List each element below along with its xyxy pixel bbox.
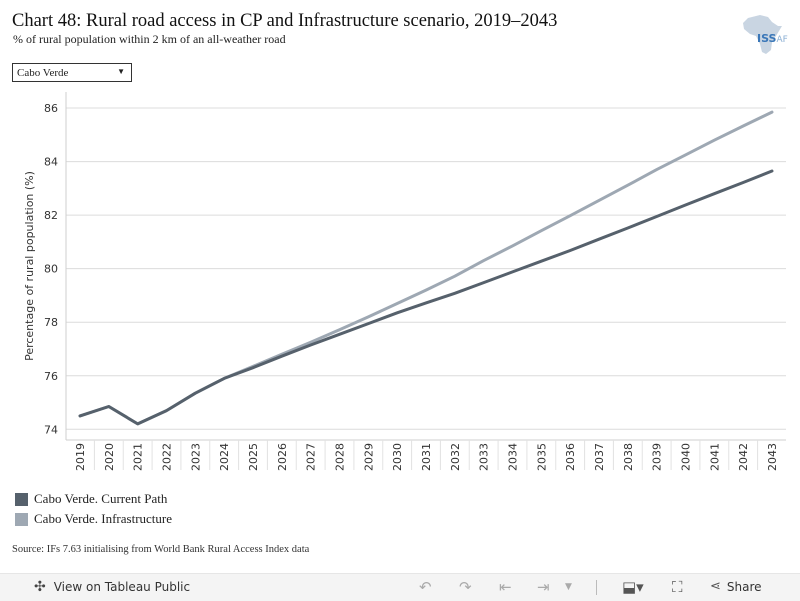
chart-title: Chart 48: Rural road access in CP and In… — [12, 11, 558, 31]
share-icon: ⋖ — [710, 579, 721, 594]
legend-item-current-path[interactable]: Cabo Verde. Current Path — [15, 489, 172, 509]
share-label: Share — [726, 579, 762, 594]
y-axis: 74 76 78 80 82 84 86 — [44, 102, 58, 436]
x-tick-label: 2031 — [420, 443, 433, 471]
legend-item-infrastructure[interactable]: Cabo Verde. Infrastructure — [15, 509, 172, 529]
x-tick-label: 2035 — [535, 443, 548, 471]
x-tick-label: 2040 — [680, 443, 693, 471]
x-tick-label: 2030 — [391, 443, 404, 471]
redo-icon[interactable]: ↷ — [459, 578, 472, 596]
x-tick-label: 2028 — [334, 443, 347, 471]
x-tick-label: 2032 — [449, 443, 462, 471]
source-note: Source: IFs 7.63 initialising from World… — [12, 544, 310, 555]
x-tick-label: 2038 — [622, 443, 635, 471]
x-tick-label: 2023 — [189, 443, 202, 471]
x-axis: 2019 2020 2021 2022 2023 2024 2025 2026 2027 2028… — [74, 440, 779, 471]
chart-subtitle: % of rural population within 2 km of an … — [13, 32, 286, 46]
x-tick-label: 2029 — [362, 443, 375, 471]
y-tick-label: 80 — [44, 263, 58, 276]
x-tick-label: 2019 — [74, 443, 87, 471]
series-line-infrastructure[interactable] — [78, 110, 774, 426]
chevron-down-icon: ▼ — [117, 67, 125, 76]
x-tick-label: 2027 — [305, 443, 318, 471]
x-tick-label: 2020 — [103, 443, 116, 471]
legend: Cabo Verde. Current Path Cabo Verde. Inf… — [15, 489, 172, 529]
y-tick-label: 76 — [44, 370, 58, 383]
x-tick-label: 2024 — [218, 443, 231, 471]
africa-map-icon — [743, 15, 782, 54]
y-axis-label: Percentage of rural population (%) — [23, 171, 36, 361]
legend-label: Cabo Verde. Infrastructure — [34, 511, 173, 526]
undo-icon[interactable]: ↶ — [419, 578, 432, 596]
x-tick-label: 2034 — [507, 443, 520, 471]
legend-label: Cabo Verde. Current Path — [34, 491, 168, 506]
y-tick-label: 86 — [44, 102, 58, 115]
y-tick-label: 82 — [44, 209, 58, 222]
y-tick-label: 74 — [44, 423, 58, 436]
x-tick-label: 2043 — [766, 443, 779, 471]
share-button[interactable]: ⋖ Share — [710, 579, 762, 594]
refresh-icon[interactable]: ⇥ — [537, 578, 550, 596]
y-tick-label: 84 — [44, 156, 58, 169]
revert-icon[interactable]: ⇤ — [499, 578, 512, 596]
legend-swatch — [15, 512, 28, 526]
x-tick-label: 2021 — [132, 443, 145, 471]
y-tick-label: 78 — [44, 316, 58, 329]
logo-text: ISSAF — [757, 32, 788, 45]
x-tick-label: 2042 — [737, 443, 750, 471]
download-icon[interactable]: ⬓▾ — [622, 578, 644, 596]
series-line-current-path[interactable] — [78, 169, 774, 426]
x-tick-label: 2036 — [564, 443, 577, 471]
x-tick-label: 2041 — [708, 443, 721, 471]
dropdown-value: Cabo Verde — [17, 67, 69, 79]
series-lines — [78, 110, 774, 426]
x-tick-label: 2039 — [651, 443, 664, 471]
chevron-down-icon[interactable]: ▼ — [565, 582, 572, 592]
view-on-tableau-link[interactable]: ✣ View on Tableau Public — [34, 579, 190, 595]
footer-divider — [596, 580, 597, 595]
grid — [65, 92, 786, 441]
x-tick-label: 2037 — [593, 443, 606, 471]
tableau-footer: ✣ View on Tableau Public ↶ ↷ ⇤ ⇥ ▼ ⬓▾ ⛶ … — [0, 573, 800, 601]
x-tick-label: 2033 — [478, 443, 491, 471]
legend-swatch — [15, 492, 28, 506]
fullscreen-icon[interactable]: ⛶ — [672, 578, 683, 596]
tableau-icon: ✣ — [34, 579, 46, 595]
view-on-tableau-label: View on Tableau Public — [53, 580, 191, 594]
x-tick-label: 2026 — [276, 443, 289, 471]
x-tick-label: 2022 — [161, 443, 174, 471]
x-tick-label: 2025 — [247, 443, 260, 471]
country-dropdown[interactable]: Cabo Verde ▼ — [12, 63, 132, 82]
